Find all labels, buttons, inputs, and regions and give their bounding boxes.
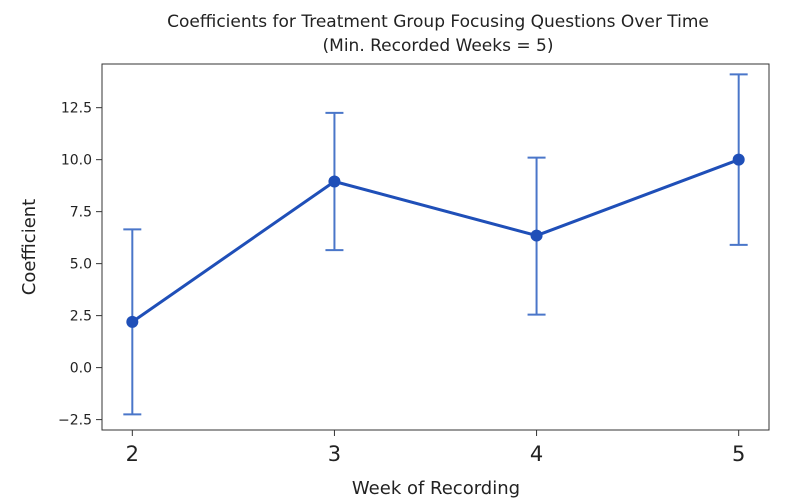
y-tick-label: 12.5 — [61, 101, 92, 117]
series-line — [131, 158, 740, 324]
y-tick-label: 10.0 — [61, 153, 92, 169]
chart-subtitle: (Min. Recorded Weeks = 5) — [323, 36, 554, 56]
x-tick-label: 5 — [732, 442, 745, 466]
x-axis: 2 3 4 5 — [126, 430, 745, 466]
x-tick-label: 3 — [328, 442, 341, 466]
chart-title: Coefficients for Treatment Group Focusin… — [167, 12, 709, 32]
series-line-group — [131, 158, 740, 324]
y-tick-label: 2.5 — [70, 309, 92, 325]
y-axis-label: Coefficient — [19, 199, 40, 296]
y-tick-label: −2.5 — [58, 413, 92, 429]
data-point — [126, 315, 139, 328]
y-tick-label: 5.0 — [70, 257, 92, 273]
error-bars — [123, 73, 748, 416]
x-tick-label: 4 — [530, 442, 543, 466]
x-tick-label: 2 — [126, 442, 139, 466]
x-axis-label: Week of Recording — [352, 478, 520, 498]
data-point — [732, 153, 745, 166]
data-points — [126, 153, 745, 328]
plot-area-frame — [101, 63, 770, 431]
y-axis: −2.5 0.0 2.5 5.0 7.5 10.0 12.5 — [58, 101, 102, 429]
y-tick-label: 7.5 — [70, 205, 92, 221]
data-point — [328, 175, 341, 188]
y-tick-label: 0.0 — [70, 361, 92, 377]
data-point — [530, 229, 543, 242]
